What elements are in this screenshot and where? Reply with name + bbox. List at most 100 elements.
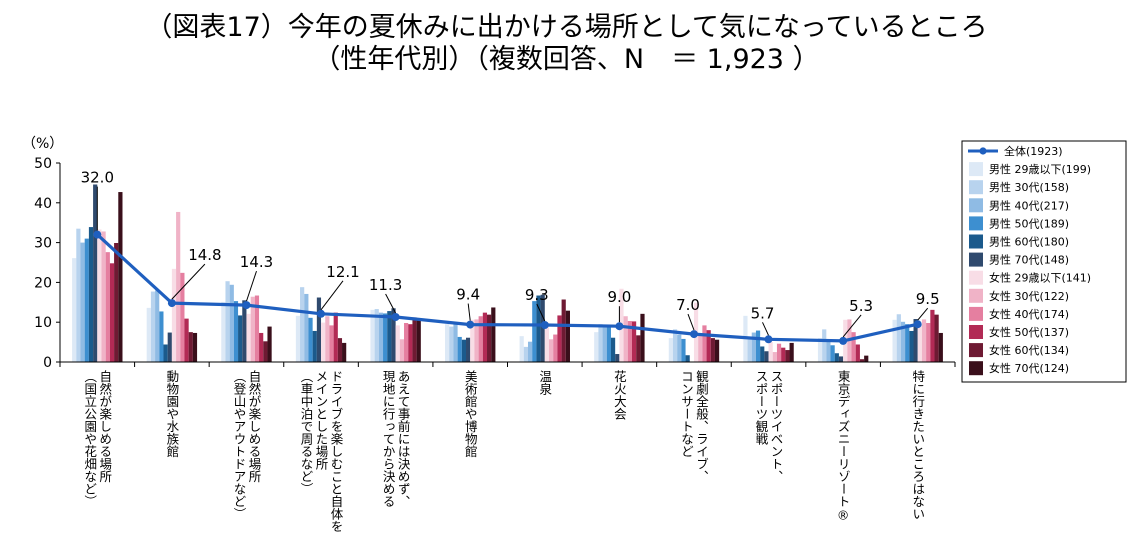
bar	[917, 325, 922, 362]
bar	[900, 321, 906, 362]
legend-swatch	[969, 234, 983, 249]
legend-entry: 男性 50代(189)	[989, 216, 1069, 230]
bar	[461, 339, 467, 362]
bar	[150, 291, 156, 362]
bar	[926, 323, 931, 362]
bar	[482, 312, 488, 362]
chart-title: （図表17）今年の夏休みに出かける場所として気になっているところ （性年代別）（…	[0, 12, 1133, 76]
bar	[826, 341, 831, 362]
y-tick-label: 40	[34, 196, 52, 212]
line-point	[317, 309, 325, 318]
line-point	[167, 299, 176, 308]
category-label-line: スポーツイベント、	[769, 370, 784, 483]
bar	[408, 324, 413, 362]
bar	[714, 339, 720, 362]
bar	[300, 287, 305, 362]
bar	[449, 326, 454, 362]
legend-swatch	[969, 252, 983, 267]
bar	[702, 325, 707, 362]
data-label: 5.3	[849, 297, 873, 315]
bar	[610, 337, 616, 362]
legend-swatch	[969, 162, 983, 177]
data-label: 9.0	[607, 288, 631, 306]
bar	[295, 315, 301, 362]
bar	[768, 342, 773, 362]
bar	[93, 184, 98, 362]
chart-title-line-2: （性年代別）（複数回答、N ＝ 1,923 ）	[313, 44, 820, 75]
data-label-leader	[320, 280, 344, 311]
category-label-line: 現地に行ってから決める	[381, 370, 396, 508]
legend-entry: 男性 29歳以下(199)	[989, 162, 1091, 176]
bar	[855, 344, 860, 362]
bar	[180, 272, 185, 362]
chart-title-line-1: （図表17）今年の夏休みに出かける場所として気になっているところ	[145, 12, 988, 43]
bar	[710, 338, 715, 362]
bar	[470, 319, 475, 362]
line-point	[839, 336, 848, 345]
bar	[487, 314, 492, 362]
bar	[934, 314, 939, 362]
category-label: 自然が楽しめる場所（登山やアウトドアなど）	[232, 370, 262, 520]
bar	[677, 334, 682, 362]
data-label: 14.8	[188, 246, 221, 264]
category-label-line: （車中泊で周るなど）	[299, 370, 314, 495]
data-label-leader	[246, 270, 257, 302]
legend-line-marker	[979, 147, 987, 155]
bar	[668, 338, 673, 362]
bar	[155, 290, 160, 362]
bar	[781, 347, 786, 362]
category-label-line: 動物園や水族館	[164, 370, 179, 458]
bar	[905, 324, 910, 362]
bar	[254, 295, 260, 362]
data-label: 9.5	[916, 290, 940, 308]
bar	[466, 337, 471, 362]
line-point	[690, 330, 698, 339]
data-label-leader	[467, 303, 471, 321]
bar	[167, 332, 172, 362]
bar	[623, 316, 628, 362]
bar	[163, 344, 168, 362]
bar	[685, 355, 690, 362]
legend-entry: 男性 40代(217)	[989, 198, 1069, 212]
bar	[101, 231, 106, 362]
category-label-line: （登山やアウトドアなど）	[232, 370, 247, 520]
bar	[565, 310, 570, 362]
category-label-line: 美術館や博物館	[463, 370, 478, 458]
bar	[606, 326, 611, 362]
bar	[834, 353, 839, 362]
category-label-line: メインとした場所	[314, 370, 329, 470]
bar	[370, 309, 375, 362]
bar	[532, 301, 537, 362]
y-tick-label: 50	[34, 156, 52, 172]
legend-swatch	[969, 198, 983, 213]
bar	[399, 339, 405, 362]
bar	[536, 295, 541, 362]
bar	[259, 332, 264, 362]
bar	[246, 313, 251, 362]
legend-entry: 女性 29歳以下(141)	[989, 271, 1091, 285]
bar	[544, 322, 549, 362]
data-label-leader	[842, 314, 862, 338]
legend-swatch	[969, 216, 983, 231]
bar	[548, 339, 554, 362]
line-point	[93, 230, 102, 239]
legend-entry: 女性 40代(174)	[989, 307, 1069, 321]
data-label-leader	[687, 313, 695, 331]
category-label: 東京ディズニーリゾート®	[836, 370, 851, 523]
bar	[892, 319, 897, 362]
bar	[114, 243, 119, 362]
category-label: 動物園や水族館	[164, 370, 179, 458]
bar	[838, 356, 844, 362]
bar	[817, 338, 823, 362]
bar	[263, 341, 268, 362]
category-label-line: 温泉	[537, 370, 552, 395]
bar	[681, 338, 686, 362]
data-label-leader	[917, 307, 929, 321]
category-label: スポーツイベント、スポーツ観戦	[754, 370, 784, 483]
bar	[238, 315, 243, 362]
legend-entry: 女性 60代(134)	[989, 343, 1069, 357]
bar	[909, 330, 914, 362]
legend-swatch	[969, 325, 983, 339]
bar	[184, 318, 189, 362]
bar	[374, 309, 379, 362]
